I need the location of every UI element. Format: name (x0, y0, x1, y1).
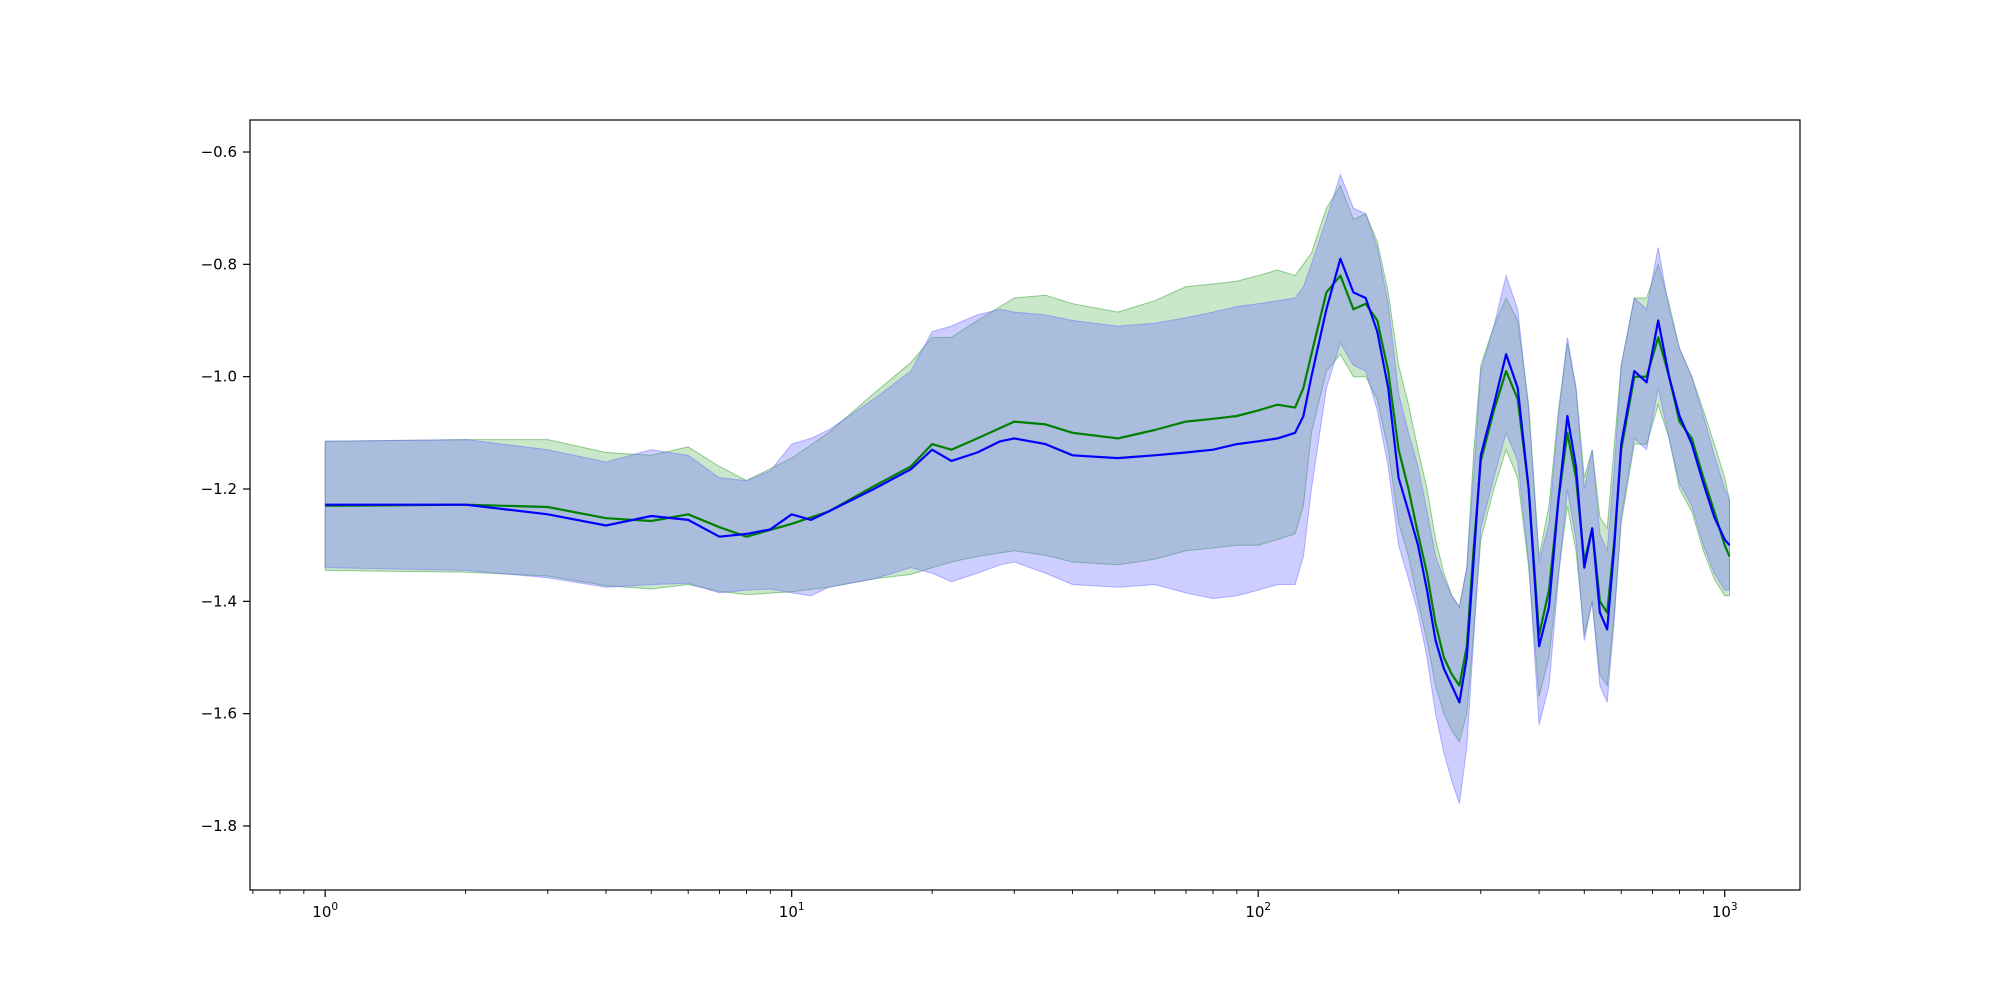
y-tick-label: −1.4 (201, 592, 237, 610)
y-tick-label: −1.2 (201, 480, 237, 498)
series-2-line (325, 257, 1731, 704)
y-tick-label: −1.0 (201, 368, 237, 386)
y-tick-label: −0.8 (201, 255, 237, 273)
y-axis: −0.6 −0.8 −1.0 −1.2 −1.4 −1.6 −1.8 (201, 143, 250, 835)
y-tick-label: −1.8 (201, 817, 237, 835)
plot-frame (249, 119, 1801, 891)
y-tick-label: −0.6 (201, 143, 237, 161)
series-lines (325, 257, 1731, 704)
y-tick-label: −1.6 (201, 705, 237, 723)
